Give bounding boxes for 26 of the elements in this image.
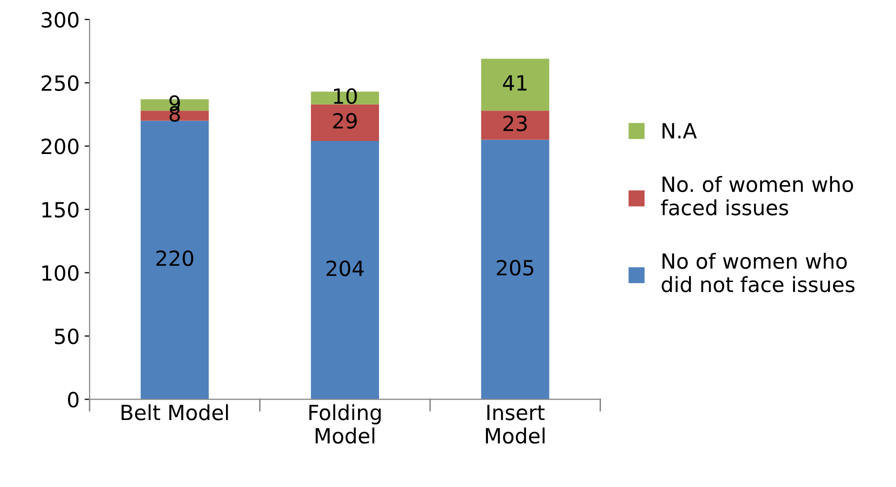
y-tick-label: 200 [42, 138, 78, 154]
legend-label: N.A [662, 123, 697, 138]
bar [310, 104, 380, 142]
bar [481, 110, 550, 140]
x-tick-label: Folding Model [309, 404, 381, 444]
x-tick-label: Insert Model [486, 404, 545, 444]
data-label: 23 [503, 115, 527, 132]
data-label: 204 [326, 260, 364, 276]
bar [481, 58, 550, 111]
y-tick-label: 250 [42, 75, 78, 91]
legend-label: No. of women who faced issues [661, 176, 854, 216]
data-label: 10 [334, 88, 357, 104]
bar [310, 141, 380, 400]
data-label: 41 [502, 75, 527, 90]
bar [481, 140, 550, 400]
data-label: 220 [156, 250, 194, 266]
y-tick-label: 50 [54, 328, 78, 344]
y-tick-label: 100 [42, 265, 78, 281]
y-tick-label: 0 [68, 392, 78, 408]
x-tick-label: Belt Model [122, 404, 228, 420]
y-tick-label: 300 [42, 12, 78, 28]
y-tick-label: 150 [42, 202, 78, 218]
data-label: 29 [333, 112, 357, 129]
data-label: 205 [496, 260, 534, 276]
bar [140, 120, 209, 400]
legend-label: No of women who did not face issues [662, 252, 854, 292]
